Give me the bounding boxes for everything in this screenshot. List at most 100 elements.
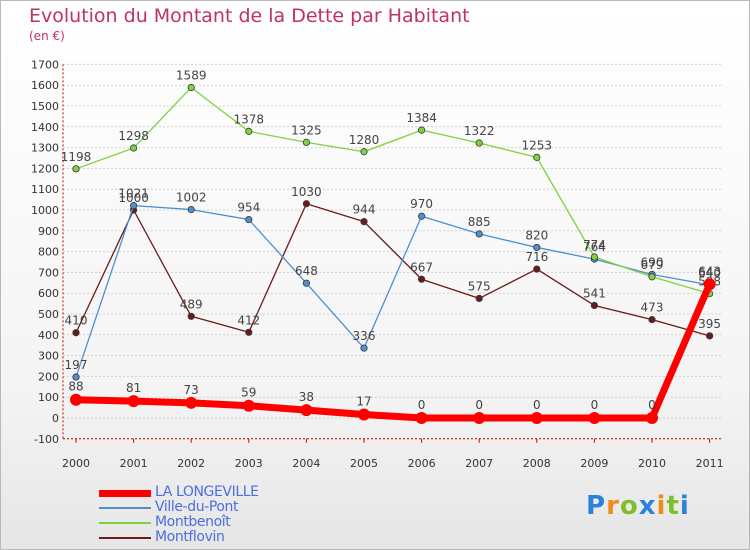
data-label: 395 bbox=[698, 317, 721, 331]
x-tick-label: 2007 bbox=[465, 457, 493, 470]
y-tick-label: 1500 bbox=[31, 100, 59, 113]
data-point bbox=[590, 301, 599, 310]
data-label: 716 bbox=[525, 250, 548, 264]
data-point bbox=[245, 328, 253, 336]
data-point bbox=[473, 412, 486, 424]
x-tick-label: 2001 bbox=[120, 457, 148, 470]
y-tick-label: 400 bbox=[38, 329, 59, 342]
data-point bbox=[417, 126, 426, 134]
legend-swatch bbox=[99, 522, 151, 524]
data-label: 412 bbox=[237, 313, 260, 327]
data-point bbox=[360, 344, 368, 352]
y-tick-label: 1200 bbox=[31, 162, 59, 175]
data-point bbox=[72, 373, 80, 381]
legend-swatch bbox=[99, 537, 151, 539]
data-label: 764 bbox=[583, 240, 606, 254]
data-point bbox=[646, 412, 658, 424]
data-label: 1021 bbox=[118, 187, 149, 201]
x-tick-label: 2002 bbox=[177, 457, 205, 470]
y-tick-label: 300 bbox=[38, 350, 59, 363]
data-label: 648 bbox=[295, 264, 318, 278]
legend-label: Ville-du-Pont bbox=[155, 499, 239, 515]
data-label: 774 bbox=[583, 238, 606, 252]
data-label: 885 bbox=[468, 215, 491, 229]
y-tick-label: 1100 bbox=[31, 183, 59, 196]
data-point bbox=[187, 205, 195, 214]
data-point bbox=[533, 153, 541, 161]
data-label: 575 bbox=[468, 279, 491, 293]
data-point bbox=[130, 202, 138, 210]
data-label: 410 bbox=[65, 314, 88, 328]
x-tick-label: 2000 bbox=[62, 457, 90, 470]
y-tick-label: 100 bbox=[38, 391, 59, 404]
y-tick-label: 1600 bbox=[31, 79, 59, 92]
data-label: 820 bbox=[525, 228, 548, 242]
series-line bbox=[75, 86, 711, 295]
data-point bbox=[302, 279, 310, 287]
data-label: 1030 bbox=[291, 185, 322, 199]
data-point bbox=[187, 83, 195, 92]
data-label: 667 bbox=[410, 260, 433, 274]
data-label: 1002 bbox=[176, 191, 207, 205]
data-point bbox=[302, 200, 310, 208]
series-line bbox=[72, 280, 714, 422]
data-point bbox=[245, 127, 253, 135]
data-point bbox=[360, 148, 368, 156]
legend-swatch bbox=[99, 490, 151, 497]
legend-label: LA LONGEVILLE bbox=[155, 484, 259, 500]
data-label: 0 bbox=[533, 398, 541, 412]
x-tick-label: 2010 bbox=[638, 457, 666, 470]
data-label: 679 bbox=[641, 258, 664, 272]
y-tick-label: 700 bbox=[38, 266, 59, 279]
data-label: 17 bbox=[356, 394, 371, 408]
data-point bbox=[705, 332, 714, 340]
y-tick-label: 600 bbox=[38, 287, 59, 300]
data-point bbox=[703, 278, 716, 291]
data-point bbox=[72, 329, 80, 337]
data-point bbox=[648, 316, 656, 324]
data-label: 970 bbox=[410, 197, 433, 211]
data-label: 88 bbox=[68, 380, 83, 394]
data-point bbox=[588, 412, 601, 424]
data-label: 954 bbox=[237, 201, 260, 215]
data-point bbox=[242, 399, 255, 412]
x-tick-label: 2006 bbox=[408, 457, 436, 470]
y-tick-label: 200 bbox=[38, 370, 59, 383]
data-label: 59 bbox=[241, 386, 256, 400]
data-label: 0 bbox=[648, 398, 656, 412]
data-label: 0 bbox=[591, 398, 599, 412]
data-point bbox=[417, 212, 426, 220]
series-line bbox=[75, 203, 711, 337]
data-point bbox=[302, 138, 310, 146]
y-tick-label: 800 bbox=[38, 246, 59, 259]
data-label: 0 bbox=[418, 398, 426, 412]
data-label: 1378 bbox=[234, 112, 265, 126]
data-label: 336 bbox=[353, 329, 376, 343]
x-tick-label: 2005 bbox=[350, 457, 378, 470]
legend-label: Montbenoît bbox=[155, 514, 231, 530]
chart-unit: (en €) bbox=[29, 29, 65, 43]
y-tick-label: 1700 bbox=[31, 58, 59, 71]
data-point bbox=[70, 393, 82, 406]
data-label: 944 bbox=[353, 203, 376, 217]
series-line bbox=[75, 204, 711, 378]
data-label: 81 bbox=[126, 381, 141, 395]
x-tick-label: 2008 bbox=[523, 457, 551, 470]
data-point bbox=[533, 243, 541, 252]
y-tick-label: 500 bbox=[38, 308, 59, 321]
data-point bbox=[300, 404, 313, 417]
data-point bbox=[475, 230, 483, 238]
data-label: 73 bbox=[184, 383, 199, 397]
data-point bbox=[590, 253, 599, 261]
data-label: 38 bbox=[299, 390, 314, 404]
data-label: 1198 bbox=[61, 150, 92, 164]
data-point bbox=[72, 165, 80, 173]
x-tick-label: 2004 bbox=[292, 457, 320, 470]
data-label: 1280 bbox=[349, 133, 380, 147]
data-label: 541 bbox=[583, 286, 606, 300]
data-point bbox=[648, 273, 656, 281]
y-tick-label: 1000 bbox=[31, 204, 59, 217]
data-point bbox=[530, 412, 543, 424]
data-label: 1253 bbox=[522, 138, 553, 152]
data-label: 489 bbox=[180, 297, 203, 311]
